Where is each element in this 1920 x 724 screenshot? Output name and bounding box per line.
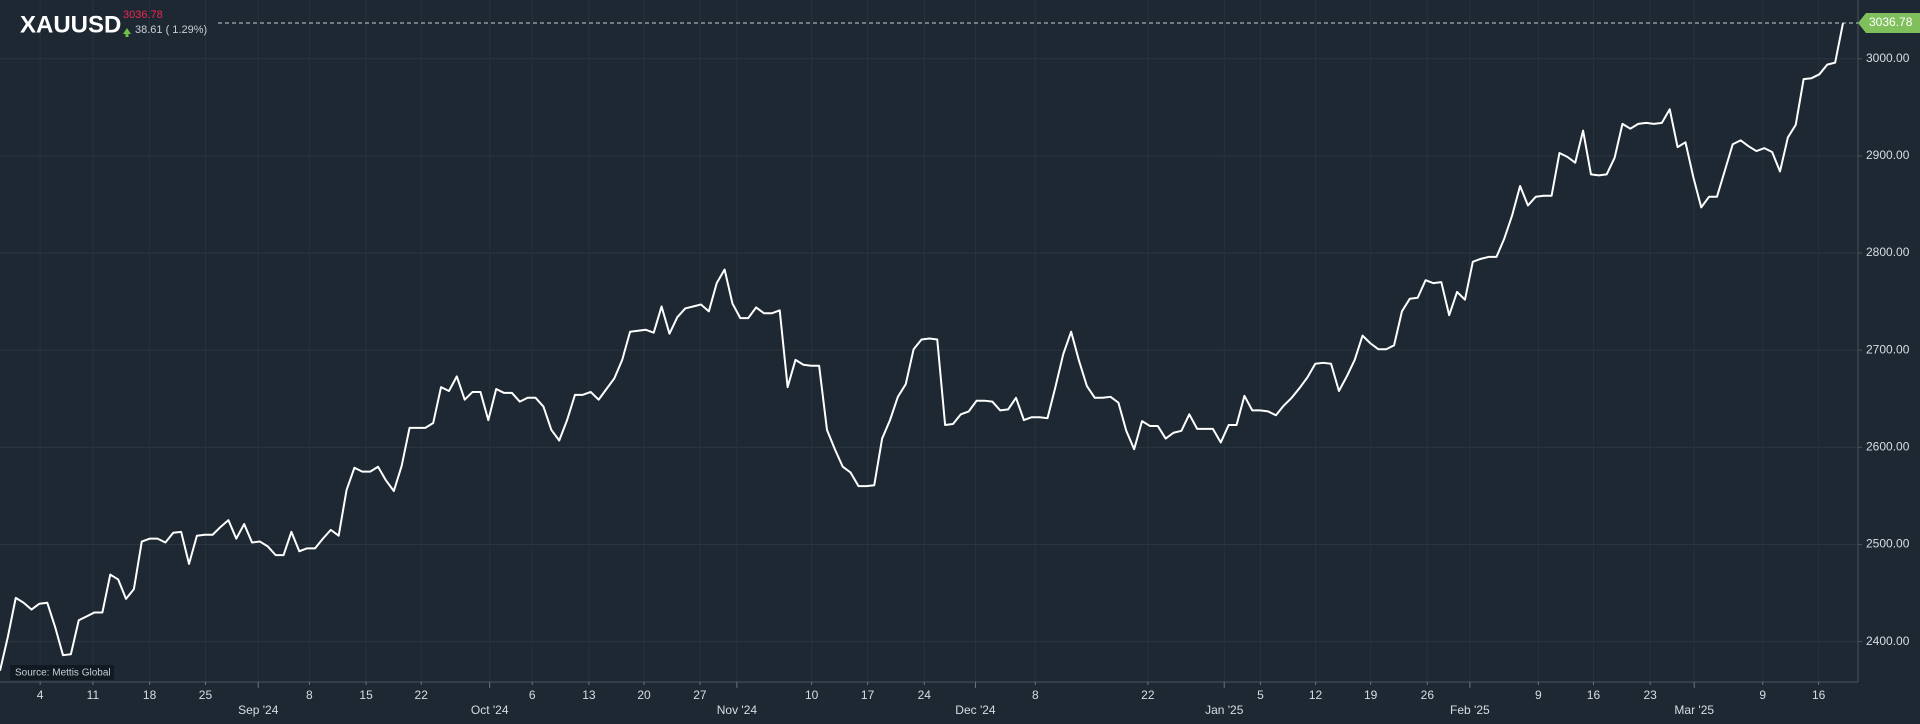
x-tick-label: 13: [582, 688, 596, 702]
x-tick-label: 23: [1643, 688, 1657, 702]
y-tick-label: 2700.00: [1866, 342, 1910, 356]
source: Source: Mettis Global: [15, 668, 111, 679]
y-tick-label: 2800.00: [1866, 245, 1910, 259]
y-tick-label: 2900.00: [1866, 148, 1910, 162]
x-tick-label: 25: [199, 688, 213, 702]
x-tick-label: 11: [87, 688, 100, 702]
x-month-label: Sep '24: [238, 703, 279, 717]
x-month-label: Feb '25: [1450, 703, 1490, 717]
x-tick-label: 24: [918, 688, 932, 702]
price-tag: [1858, 13, 1920, 34]
y-tick-label: 2500.00: [1866, 537, 1910, 551]
x-tick-label: 8: [1032, 688, 1039, 702]
y-tick-label: 2600.00: [1866, 439, 1910, 453]
header-change: 38.61 ( 1.29%): [135, 24, 207, 36]
x-tick-label: 12: [1309, 688, 1323, 702]
x-tick-label: 16: [1812, 688, 1826, 702]
y-tick-label: 3000.00: [1866, 51, 1910, 65]
x-tick-label: 8: [306, 688, 313, 702]
grid: [0, 58, 1858, 643]
x-tick-label: 15: [359, 688, 373, 702]
chart-title: XAUUSD: [20, 11, 121, 38]
y-tick-label: 2400.00: [1866, 634, 1910, 648]
header-price: 3036.78: [123, 9, 163, 21]
x-month-label: Jan '25: [1205, 703, 1244, 717]
x-tick-label: 16: [1587, 688, 1601, 702]
x-tick-label: 4: [37, 688, 44, 702]
x-tick-label: 20: [637, 688, 651, 702]
price-line: [0, 22, 1844, 671]
plot: [0, 22, 1858, 671]
up-arrow: [123, 28, 131, 37]
x-month-label: Mar '25: [1674, 703, 1714, 717]
x-tick-label: 18: [143, 688, 157, 702]
x-month-label: Dec '24: [955, 703, 996, 717]
x-tick-label: 6: [529, 688, 536, 702]
price-tag-label: 3036.78: [1869, 15, 1913, 29]
x-tick-label: 17: [861, 688, 875, 702]
source-box: [10, 665, 114, 680]
x-month-label: Nov '24: [717, 703, 758, 717]
x-tick-label: 27: [693, 688, 707, 702]
x-tick-label: 9: [1535, 688, 1542, 702]
x-tick-label: 5: [1257, 688, 1264, 702]
x-tick-label: 26: [1421, 688, 1435, 702]
x-month-label: Oct '24: [471, 703, 509, 717]
x-tick-label: 22: [415, 688, 429, 702]
x-tick-label: 19: [1364, 688, 1378, 702]
x-tick-label: 10: [805, 688, 819, 702]
x-tick-label: 22: [1141, 688, 1155, 702]
x-tick-label: 9: [1759, 688, 1766, 702]
